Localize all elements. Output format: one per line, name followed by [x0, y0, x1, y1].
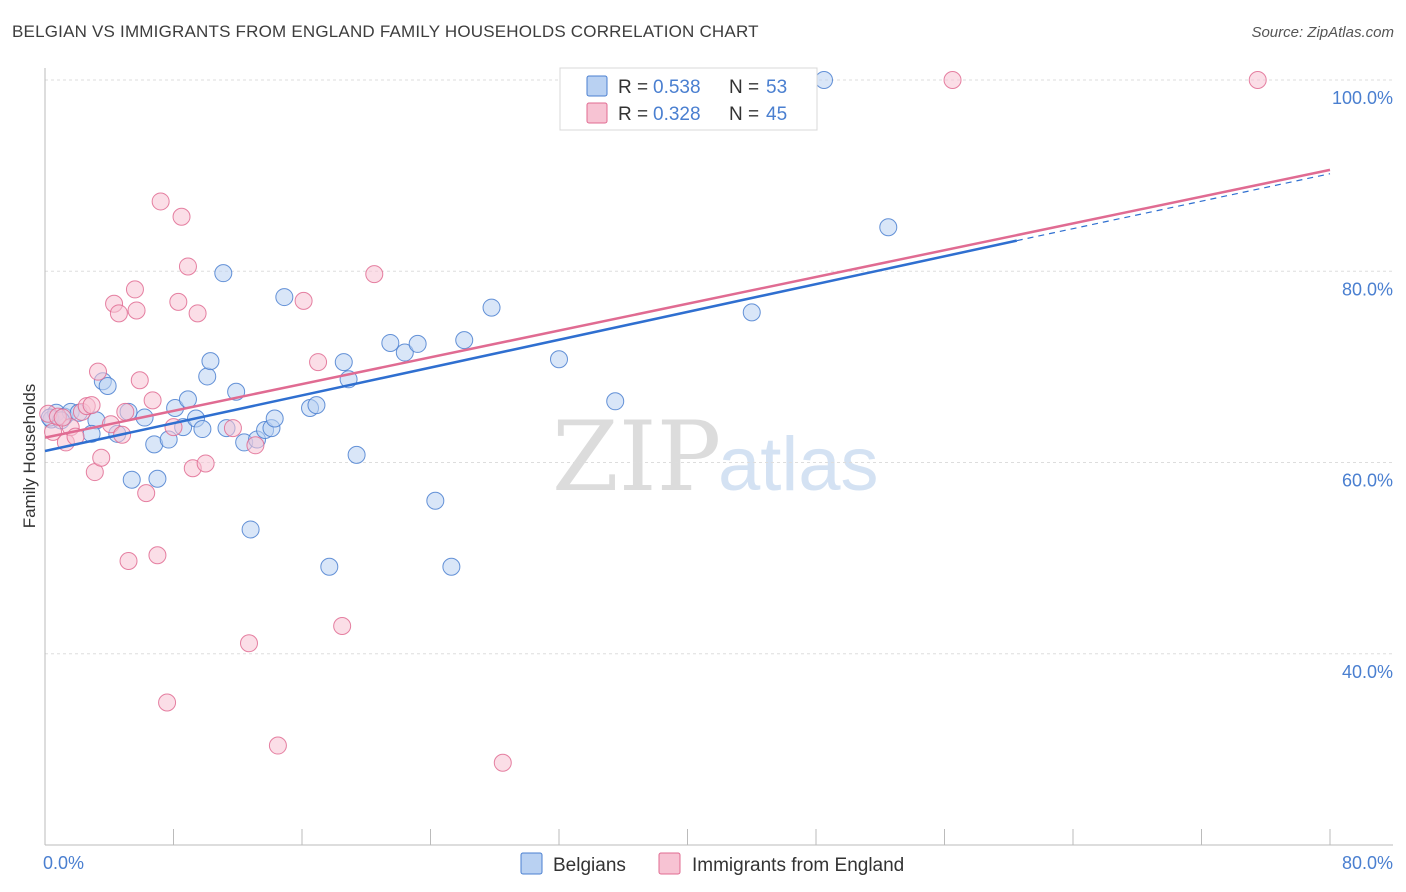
england-point [365, 265, 384, 284]
belgian-point [395, 343, 414, 362]
legend-r-label-2: R = [618, 104, 648, 125]
belgian-point [193, 420, 212, 439]
england-point [943, 71, 962, 89]
y-axis-title: Family Households [20, 384, 39, 529]
england-point [196, 454, 215, 473]
y-tick-label-100: 100.0% [1332, 88, 1393, 108]
belgian-trend-extension [1016, 173, 1331, 242]
belgian-point [198, 367, 217, 386]
england-point [172, 207, 191, 226]
england-point [130, 371, 149, 390]
trend-lines [44, 168, 1331, 453]
series-legend: Belgians Immigrants from England [520, 852, 904, 876]
england-point [246, 436, 265, 455]
belgian-point [122, 470, 141, 489]
england-point [169, 292, 188, 311]
england-point [92, 448, 111, 467]
england-point [493, 753, 512, 772]
x-tick-label-min: 0.0% [43, 853, 84, 873]
belgian-point [408, 334, 427, 353]
england-point [116, 402, 135, 421]
belgian-point [347, 445, 366, 464]
bottom-legend-label-belgians: Belgians [553, 855, 626, 876]
belgian-point [214, 264, 233, 283]
legend-n-label-1: N = [729, 77, 759, 98]
belgian-point [381, 333, 400, 352]
y-tick-label-60: 60.0% [1342, 471, 1393, 491]
grid-lines [45, 79, 1393, 655]
england-point [294, 291, 313, 310]
belgian-point [307, 396, 326, 415]
england-point [309, 353, 328, 372]
belgian-point [455, 331, 474, 350]
bottom-legend-label-england: Immigrants from England [692, 855, 904, 876]
y-tick-label-40: 40.0% [1342, 662, 1393, 682]
england-point [1248, 71, 1267, 89]
england-point [109, 304, 128, 323]
belgian-point [275, 288, 294, 307]
source-label: Source: ZipAtlas.com [1251, 24, 1394, 41]
legend-swatch-belgians [586, 75, 608, 97]
belgian-point [98, 377, 117, 395]
england-point [158, 693, 177, 712]
england-point [82, 396, 101, 415]
legend-r-value-1: 0.538 [653, 77, 701, 98]
england-point [125, 280, 144, 299]
legend-r-value-2: 0.328 [653, 104, 701, 125]
legend-r-label-1: R = [618, 77, 648, 98]
stats-legend: R = 0.538 N = 53 R = 0.328 N = 45 [559, 67, 818, 131]
belgian-point [148, 469, 167, 488]
belgian-point [201, 352, 220, 371]
bottom-legend-swatch-england [658, 852, 681, 875]
england-point [268, 736, 287, 755]
england-point [53, 408, 72, 427]
england-point [239, 634, 258, 653]
belgian-point [879, 218, 898, 237]
belgian-point [482, 298, 501, 317]
watermark-zip: ZIP [552, 401, 721, 513]
x-tick-label-max: 80.0% [1342, 853, 1393, 873]
belgian-point [265, 409, 284, 428]
england-point [151, 192, 170, 211]
belgian-point [442, 557, 461, 576]
axes [44, 68, 1393, 846]
belgian-trend-line [44, 239, 1018, 453]
belgian-point [426, 491, 445, 510]
legend-n-value-2: 45 [766, 104, 787, 125]
legend-n-label-2: N = [729, 104, 759, 125]
belgian-point [606, 392, 625, 411]
y-tick-labels: 40.0% 60.0% 80.0% 100.0% [1332, 88, 1393, 682]
england-point [127, 301, 146, 320]
chart-title: BELGIAN VS IMMIGRANTS FROM ENGLAND FAMIL… [12, 22, 759, 41]
england-trend-line [44, 168, 1331, 439]
england-point [119, 551, 138, 570]
legend-n-value-1: 53 [766, 77, 787, 98]
england-point [333, 617, 352, 636]
belgian-point [334, 353, 353, 372]
watermark-atlas: atlas [718, 422, 879, 507]
england-point [137, 484, 156, 503]
england-point [89, 362, 108, 381]
belgian-point [742, 303, 761, 322]
belgian-point [815, 71, 834, 89]
england-point [143, 391, 162, 410]
england-point [188, 304, 207, 323]
belgian-point [241, 520, 260, 539]
england-point [178, 257, 197, 276]
legend-swatch-england [586, 102, 608, 124]
belgian-point [550, 350, 568, 369]
y-tick-label-80: 80.0% [1342, 279, 1393, 299]
bottom-legend-swatch-belgians [520, 852, 543, 875]
england-point [223, 419, 242, 438]
belgian-point [320, 557, 339, 576]
england-point [148, 546, 167, 565]
